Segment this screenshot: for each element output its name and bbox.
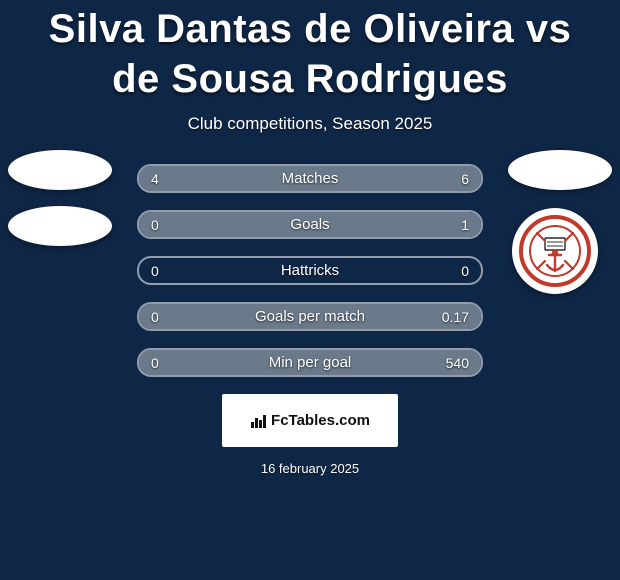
stats-container: 4 Matches 6 0 Goals 1 0 Hattricks 0 0 Go… [0, 164, 620, 377]
stat-label: Matches [282, 170, 339, 187]
stat-label: Hattricks [281, 262, 339, 279]
bar-chart-icon [250, 413, 268, 429]
stat-value-right: 1 [461, 217, 469, 233]
stat-value-right: 6 [461, 171, 469, 187]
bar-fill-left [139, 166, 276, 191]
stat-bar: 0 Hattricks 0 [137, 256, 483, 285]
stat-row-goals-per-match: 0 Goals per match 0.17 [0, 302, 620, 331]
brand-text: FcTables.com [271, 412, 370, 429]
stat-bar: 0 Min per goal 540 [137, 348, 483, 377]
brand-box[interactable]: FcTables.com [222, 394, 398, 447]
stat-value-right: 540 [446, 355, 469, 371]
stat-label: Goals per match [255, 308, 365, 325]
page-subtitle: Club competitions, Season 2025 [0, 114, 620, 134]
stat-value-left: 0 [151, 263, 159, 279]
stat-label: Min per goal [269, 354, 352, 371]
stat-value-left: 0 [151, 355, 159, 371]
stat-row-hattricks: 0 Hattricks 0 [0, 256, 620, 285]
stat-value-right: 0 [461, 263, 469, 279]
stat-row-goals: 0 Goals 1 [0, 210, 620, 239]
stat-value-left: 0 [151, 217, 159, 233]
footer-date: 16 february 2025 [0, 461, 620, 476]
stat-value-right: 0.17 [442, 309, 469, 325]
stat-label: Goals [290, 216, 329, 233]
stat-value-left: 0 [151, 309, 159, 325]
page-title: Silva Dantas de Oliveira vs de Sousa Rod… [0, 0, 620, 104]
stat-value-left: 4 [151, 171, 159, 187]
stat-row-min-per-goal: 0 Min per goal 540 [0, 348, 620, 377]
stat-row-matches: 4 Matches 6 [0, 164, 620, 193]
brand-label: FcTables.com [250, 412, 370, 429]
stat-bar: 0 Goals per match 0.17 [137, 302, 483, 331]
stat-bar: 0 Goals 1 [137, 210, 483, 239]
stat-bar: 4 Matches 6 [137, 164, 483, 193]
